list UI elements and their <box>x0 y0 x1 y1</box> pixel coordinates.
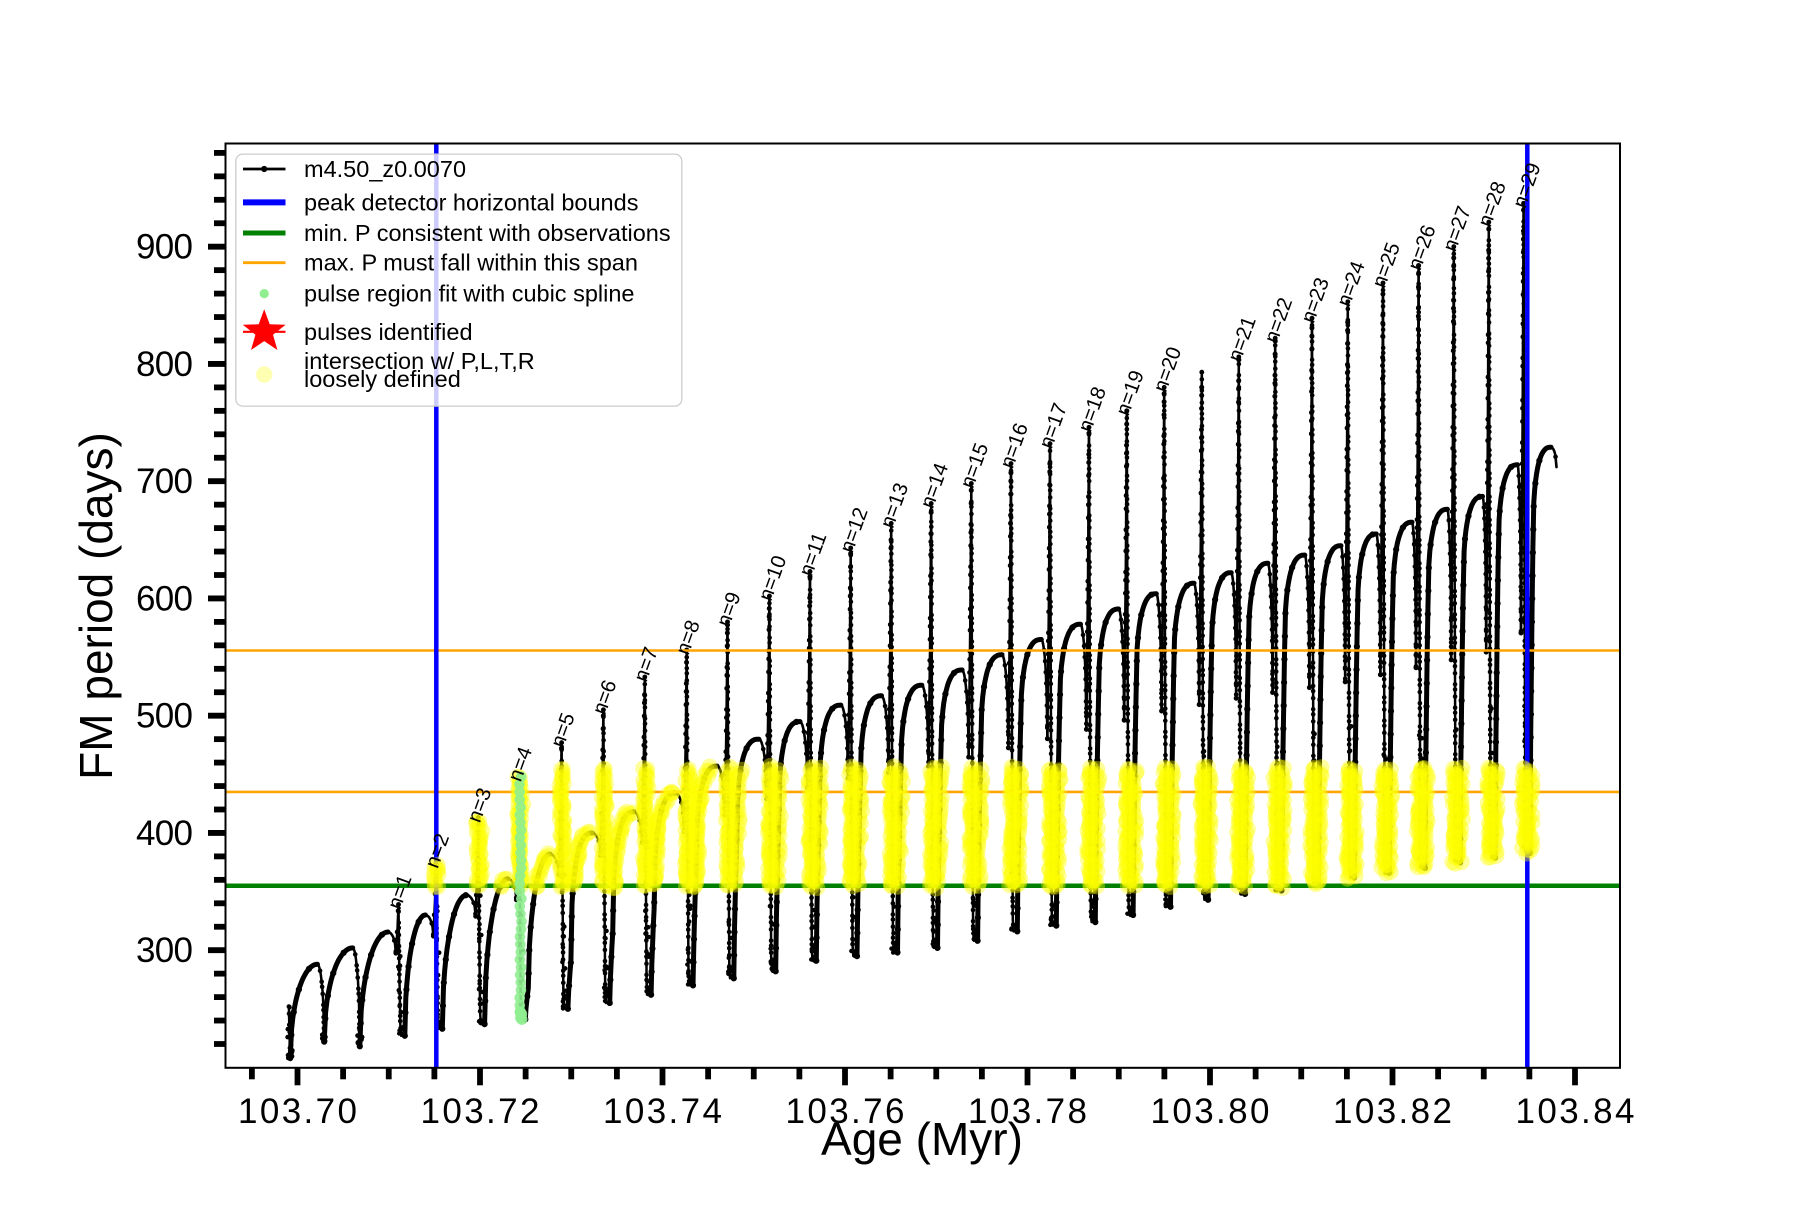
svg-text:800: 800 <box>136 345 193 384</box>
svg-text:600: 600 <box>136 580 193 619</box>
svg-text:500: 500 <box>136 697 193 736</box>
svg-text:pulse region fit with cubic sp: pulse region fit with cubic spline <box>304 281 634 307</box>
svg-text:103.72: 103.72 <box>421 1092 540 1131</box>
svg-text:pulses identified: pulses identified <box>304 319 473 345</box>
svg-text:m4.50_z0.0070: m4.50_z0.0070 <box>304 156 466 182</box>
svg-text:300: 300 <box>136 931 193 970</box>
svg-text:103.80: 103.80 <box>1151 1092 1270 1131</box>
svg-text:103.82: 103.82 <box>1333 1092 1452 1131</box>
svg-text:103.84: 103.84 <box>1516 1092 1635 1131</box>
svg-text:peak detector horizontal bound: peak detector horizontal bounds <box>304 189 638 215</box>
svg-text:Age (Myr): Age (Myr) <box>821 1113 1023 1165</box>
svg-text:FM period (days): FM period (days) <box>70 432 122 780</box>
svg-text:103.70: 103.70 <box>238 1092 357 1131</box>
svg-text:loosely defined: loosely defined <box>304 366 461 392</box>
svg-text:700: 700 <box>136 462 193 501</box>
svg-text:400: 400 <box>136 814 193 853</box>
svg-text:900: 900 <box>136 228 193 267</box>
svg-text:intersection w/ P,L,T,R: intersection w/ P,L,T,R <box>304 348 535 374</box>
svg-text:103.74: 103.74 <box>603 1092 722 1131</box>
svg-text:max. P must fall within this s: max. P must fall within this span <box>304 250 638 276</box>
svg-text:min. P consistent with observa: min. P consistent with observations <box>304 220 671 246</box>
